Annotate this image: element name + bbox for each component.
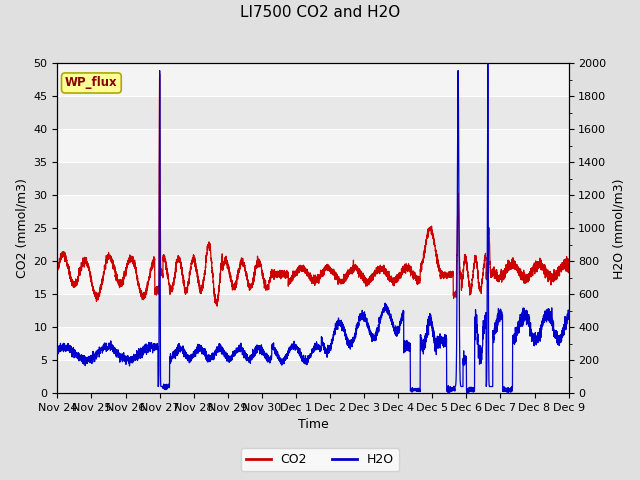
- Bar: [58, 96, 568, 129]
- X-axis label: Time: Time: [298, 419, 328, 432]
- Bar: [58, 228, 568, 261]
- Bar: [58, 327, 568, 360]
- Bar: [58, 261, 568, 294]
- Bar: [58, 162, 568, 195]
- Bar: [58, 63, 568, 96]
- Y-axis label: H2O (mmol/m3): H2O (mmol/m3): [612, 178, 625, 278]
- Bar: [58, 294, 568, 327]
- Text: LI7500 CO2 and H2O: LI7500 CO2 and H2O: [240, 5, 400, 20]
- Y-axis label: CO2 (mmol/m3): CO2 (mmol/m3): [15, 179, 28, 278]
- Bar: [58, 129, 568, 162]
- Bar: [58, 360, 568, 393]
- Bar: [58, 195, 568, 228]
- Legend: CO2, H2O: CO2, H2O: [241, 448, 399, 471]
- Text: WP_flux: WP_flux: [65, 76, 118, 89]
